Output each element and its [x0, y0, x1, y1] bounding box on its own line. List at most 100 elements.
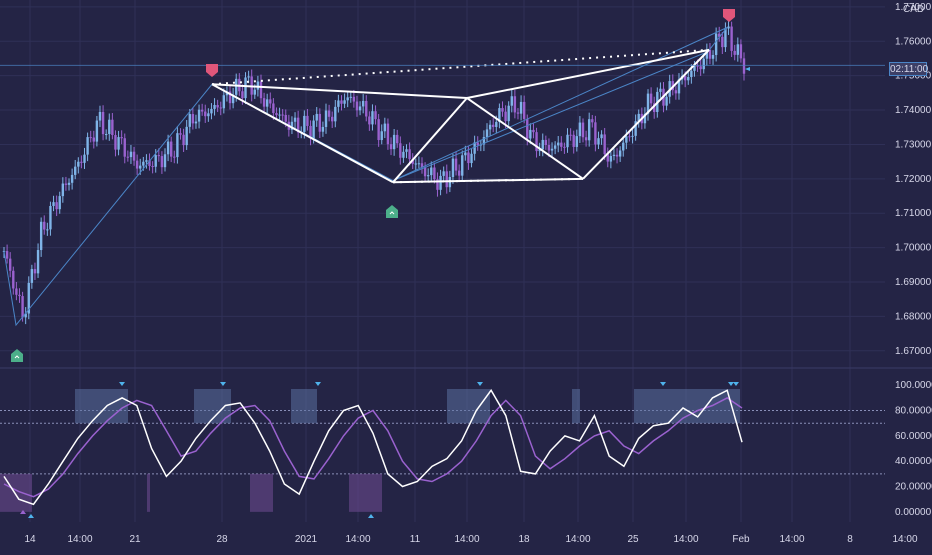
candle-body — [306, 115, 309, 126]
candle-body — [142, 161, 145, 166]
candle-body — [649, 93, 653, 104]
candle-body — [405, 149, 408, 152]
candle-body — [473, 142, 476, 154]
candle-body — [296, 117, 300, 133]
candle-body — [269, 99, 272, 104]
stochastic-zones — [0, 389, 740, 512]
candle-body — [742, 58, 746, 74]
candle-body — [39, 221, 43, 251]
candle-body — [687, 77, 690, 81]
candle-body — [52, 202, 55, 206]
candle-body — [631, 135, 634, 137]
candle-body — [55, 202, 58, 210]
candle-body — [587, 119, 591, 141]
candle-body — [420, 163, 424, 168]
candle-body — [467, 152, 470, 164]
candle-body — [371, 111, 374, 125]
candle-body — [176, 133, 179, 158]
candle-body — [204, 111, 207, 117]
time-tick-label: 14:00 — [779, 534, 804, 545]
overbought-cross-icon — [728, 382, 734, 386]
candle-body — [625, 136, 628, 143]
price-tick-label: 1.77000 — [895, 2, 932, 13]
candle-body — [733, 50, 736, 55]
buy-signal-glyph — [14, 355, 20, 359]
candle-body — [160, 156, 164, 168]
candle-body — [399, 143, 402, 158]
candle-body — [98, 111, 102, 121]
candle-body — [256, 81, 260, 90]
candle-body — [600, 134, 603, 139]
oversold-cross-icon — [368, 514, 374, 518]
candle-body — [708, 49, 712, 59]
pattern-leg — [466, 48, 710, 99]
candle-body — [83, 154, 86, 163]
candle-body — [275, 113, 278, 116]
buy-signal-glyph — [389, 211, 395, 215]
oscillator-tick-label: 0.00000 — [895, 507, 932, 518]
candle-body — [566, 134, 569, 148]
candle-body — [327, 110, 331, 117]
candle-body — [235, 78, 238, 95]
candle-body — [157, 155, 161, 157]
candle-body — [247, 76, 250, 78]
candle-body — [560, 142, 563, 147]
price-tick-label: 1.72000 — [895, 174, 932, 185]
candle-body — [365, 100, 368, 117]
candle-body — [309, 125, 312, 139]
candlesticks — [2, 19, 746, 325]
candle-body — [343, 100, 346, 104]
overbought-cross-icon — [119, 382, 125, 386]
candle-body — [293, 117, 297, 122]
candle-body — [207, 113, 210, 117]
candle-body — [665, 96, 668, 106]
oversold-zone — [349, 473, 382, 512]
oversold-zone — [147, 473, 150, 512]
candle-body — [321, 126, 325, 132]
candle-body — [699, 66, 702, 70]
candle-body — [331, 116, 334, 122]
grid-lines — [0, 0, 932, 522]
oversold-cross-icon — [28, 514, 34, 518]
price-tick-label: 1.68000 — [895, 311, 932, 322]
candle-body — [653, 103, 656, 113]
oversold-cross-icon — [20, 510, 26, 514]
oversold-zone — [250, 473, 273, 512]
time-tick-label: 2021 — [295, 534, 318, 545]
oscillator-tick-label: 40.00000 — [895, 456, 932, 467]
candle-body — [43, 221, 46, 230]
price-tick-label: 1.75000 — [895, 71, 932, 82]
candle-body — [426, 175, 430, 177]
candle-body — [501, 108, 504, 112]
candle-body — [603, 134, 606, 155]
candle-body — [510, 96, 513, 106]
harmonic-pattern — [0, 48, 885, 184]
pattern-leg — [392, 97, 468, 183]
candle-body — [303, 115, 306, 132]
candle-body — [108, 119, 111, 135]
candle-body — [386, 123, 390, 145]
candle-body — [584, 137, 588, 141]
candle-body — [529, 129, 532, 139]
candle-body — [15, 288, 18, 295]
candle-body — [139, 165, 142, 169]
candle-body — [485, 129, 489, 138]
overbought-cross-icon — [220, 382, 226, 386]
candle-body — [120, 137, 123, 139]
candle-body — [526, 118, 529, 139]
candle-body — [265, 99, 269, 107]
candle-body — [430, 167, 433, 176]
candle-body — [727, 26, 730, 29]
pattern-dotted-line — [211, 48, 710, 86]
candle-body — [27, 282, 30, 314]
candle-body — [126, 156, 130, 158]
candle-body — [368, 116, 371, 125]
candle-body — [492, 124, 495, 127]
overbought-cross-icon — [660, 382, 666, 386]
candle-body — [451, 158, 455, 177]
sell-signal-icon — [723, 9, 735, 22]
time-tick-label: 14:00 — [454, 534, 479, 545]
candle-body — [498, 108, 501, 122]
